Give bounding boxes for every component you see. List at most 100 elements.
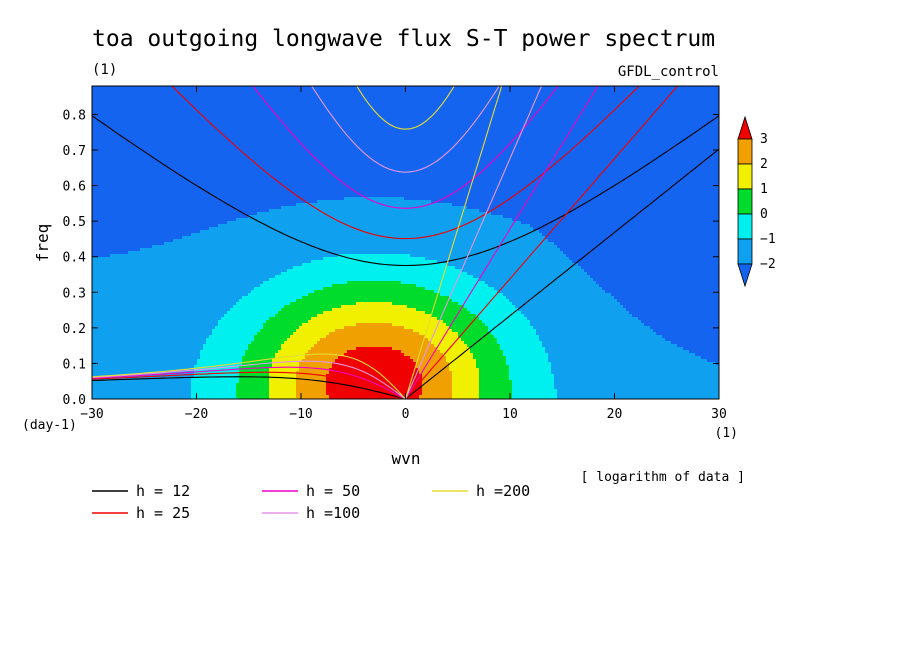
field-cell (548, 113, 551, 116)
field-cell (269, 143, 272, 146)
field-cell (221, 146, 224, 149)
field-cell (449, 113, 452, 116)
field-cell (128, 92, 131, 95)
field-cell (524, 92, 527, 95)
field-cell (383, 107, 386, 110)
field-cell (617, 143, 620, 146)
field-cell (173, 155, 176, 158)
field-cell (272, 140, 275, 143)
field-cell (371, 116, 374, 119)
field-cell (125, 86, 128, 89)
field-cell (482, 92, 485, 95)
field-cell (431, 128, 434, 131)
field-cell (326, 119, 329, 122)
field-cell (146, 128, 149, 131)
field-cell (245, 131, 248, 134)
field-cell (452, 95, 455, 98)
field-cell (194, 125, 197, 128)
field-cell (611, 104, 614, 107)
field-cell (143, 122, 146, 125)
field-cell (644, 104, 647, 107)
field-cell (581, 104, 584, 107)
field-cell (434, 86, 437, 89)
field-cell (272, 101, 275, 104)
field-cell (452, 152, 455, 155)
field-cell (497, 149, 500, 152)
field-cell (692, 122, 695, 125)
field-cell (419, 137, 422, 140)
field-cell (290, 143, 293, 146)
field-cell (164, 89, 167, 92)
field-cell (671, 116, 674, 119)
field-cell (638, 155, 641, 158)
field-cell (710, 116, 713, 119)
field-cell (443, 140, 446, 143)
field-cell (671, 113, 674, 116)
field-cell (599, 116, 602, 119)
field-cell (677, 89, 680, 92)
field-cell (116, 95, 119, 98)
field-cell (629, 110, 632, 113)
field-cell (659, 128, 662, 131)
field-cell (626, 152, 629, 155)
field-cell (290, 122, 293, 125)
field-cell (167, 116, 170, 119)
field-cell (551, 125, 554, 128)
field-cell (458, 86, 461, 89)
field-cell (455, 146, 458, 149)
field-cell (503, 107, 506, 110)
field-cell (113, 125, 116, 128)
field-cell (122, 125, 125, 128)
field-cell (164, 125, 167, 128)
field-cell (569, 89, 572, 92)
field-cell (104, 104, 107, 107)
field-cell (584, 119, 587, 122)
field-cell (146, 125, 149, 128)
field-cell (500, 128, 503, 131)
field-cell (650, 143, 653, 146)
field-cell (503, 104, 506, 107)
field-cell (116, 122, 119, 125)
field-cell (428, 86, 431, 89)
field-cell (227, 89, 230, 92)
field-cell (311, 92, 314, 95)
field-cell (515, 110, 518, 113)
field-cell (452, 140, 455, 143)
field-cell (383, 122, 386, 125)
field-cell (395, 101, 398, 104)
field-cell (191, 101, 194, 104)
field-cell (470, 140, 473, 143)
field-cell (503, 131, 506, 134)
field-cell (257, 146, 260, 149)
field-cell (104, 155, 107, 158)
field-cell (236, 134, 239, 137)
field-cell (386, 140, 389, 143)
field-cell (143, 113, 146, 116)
field-cell (215, 146, 218, 149)
field-cell (245, 89, 248, 92)
field-cell (155, 95, 158, 98)
field-cell (164, 137, 167, 140)
field-cell (605, 104, 608, 107)
field-cell (578, 86, 581, 89)
field-cell (635, 140, 638, 143)
field-cell (356, 155, 359, 158)
field-cell (416, 107, 419, 110)
field-cell (422, 110, 425, 113)
field-cell (422, 113, 425, 116)
field-cell (311, 149, 314, 152)
field-cell (485, 110, 488, 113)
field-cell (131, 146, 134, 149)
field-cell (293, 122, 296, 125)
field-cell (203, 137, 206, 140)
field-cell (527, 137, 530, 140)
field-cell (377, 146, 380, 149)
field-cell (122, 86, 125, 89)
field-cell (644, 128, 647, 131)
field-cell (386, 104, 389, 107)
field-cell (293, 89, 296, 92)
field-cell (665, 125, 668, 128)
field-cell (581, 86, 584, 89)
field-cell (350, 86, 353, 89)
field-cell (173, 110, 176, 113)
